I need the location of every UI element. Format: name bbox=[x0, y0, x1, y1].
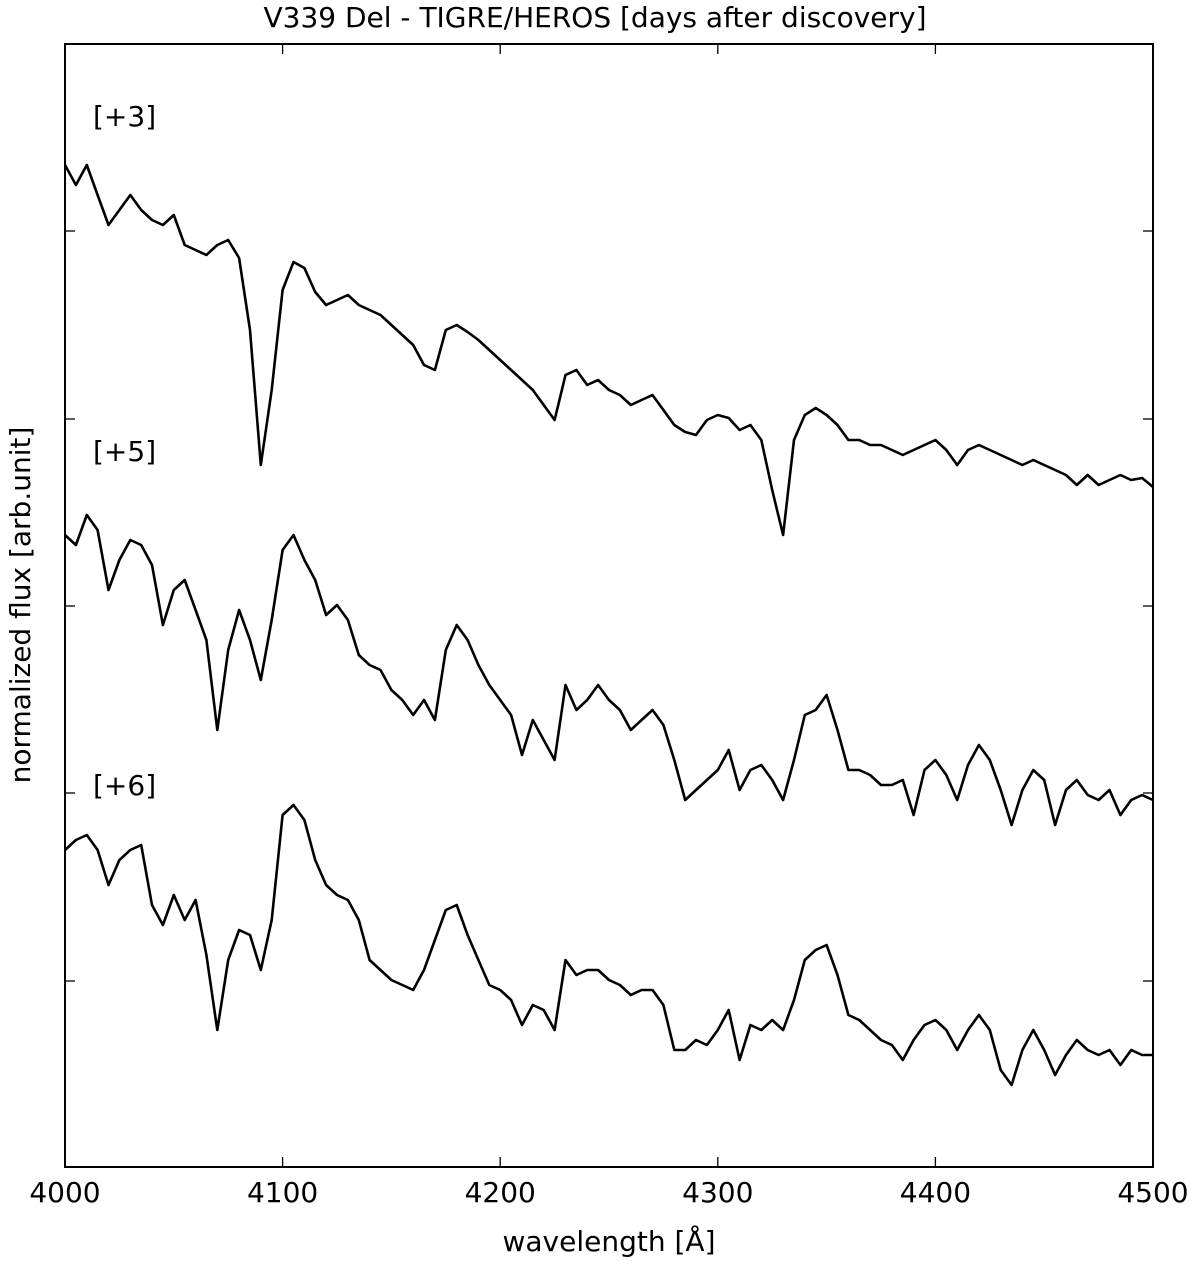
x-tick-label: 4100 bbox=[247, 1176, 318, 1209]
spectrum-line bbox=[63, 163, 1154, 537]
series-label: [+3] bbox=[93, 100, 156, 133]
plot-frame bbox=[64, 43, 1154, 1168]
x-tick-label: 4400 bbox=[900, 1176, 971, 1209]
x-tick-label: 4200 bbox=[465, 1176, 536, 1209]
spectrum-line bbox=[64, 513, 1154, 827]
x-axis-label: wavelength [Å] bbox=[502, 1224, 715, 1258]
x-tick-label: 4000 bbox=[29, 1176, 100, 1209]
series-label: [+6] bbox=[93, 769, 156, 802]
x-tick-label: 4300 bbox=[682, 1176, 753, 1209]
chart-title: V339 Del - TIGRE/HEROS [days after disco… bbox=[263, 1, 926, 34]
spectrum-line bbox=[64, 803, 1153, 1087]
y-axis-label: normalized flux [arb.unit] bbox=[4, 427, 37, 784]
series-label: [+5] bbox=[93, 435, 156, 468]
x-tick-label: 4500 bbox=[1117, 1176, 1188, 1209]
